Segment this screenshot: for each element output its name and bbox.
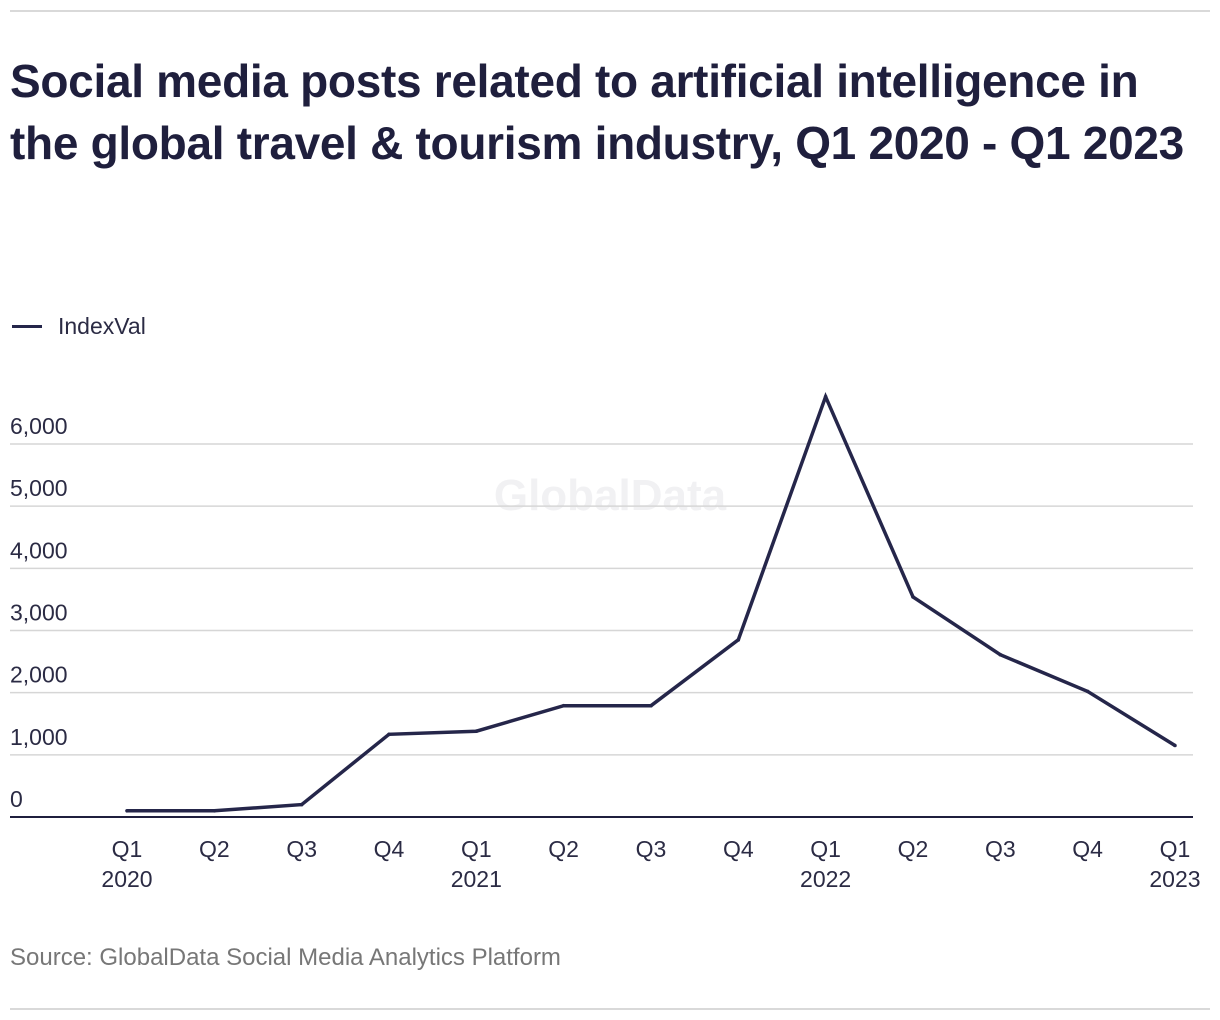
data-point [1085,689,1090,694]
x-tick-label: Q2 [548,836,579,862]
data-point [561,703,566,708]
legend-label: IndexVal [58,312,146,339]
x-tick-year-label: 2021 [451,866,502,892]
data-point [474,729,479,734]
y-tick-label: 4,000 [10,537,68,563]
x-tick-label: Q1 [461,836,492,862]
x-tick-label: Q4 [1072,836,1103,862]
data-point [998,652,1003,657]
data-point [649,703,653,708]
data-point [911,595,915,599]
y-tick-label: 3,000 [10,599,68,625]
data-point [387,732,391,737]
x-tick-label: Q1 [1160,836,1191,862]
chart-legend: IndexVal [12,312,146,340]
bottom-divider [10,1008,1210,1010]
top-divider [10,10,1210,12]
y-tick-label: 6,000 [10,413,68,439]
y-tick-label: 2,000 [10,662,68,688]
data-point [212,808,217,813]
legend-swatch-line [12,324,42,328]
watermark: GlobalData [494,471,727,520]
chart-title: Social media posts related to artificial… [10,55,1184,169]
x-tick-year-label: 2022 [800,866,851,892]
x-tick-label: Q3 [636,836,667,862]
x-tick-label: Q1 [112,836,143,862]
x-tick-year-label: 2020 [101,866,152,892]
x-tick-label: Q4 [723,836,754,862]
x-tick-label: Q2 [898,836,929,862]
source-note: Source: GlobalData Social Media Analytic… [10,944,561,971]
data-point [823,394,828,399]
x-tick-label: Q4 [374,836,405,862]
x-tick-label: Q1 [810,836,841,862]
y-tick-label: 0 [10,786,23,812]
series-line-indexval [127,391,1176,813]
data-point [125,808,129,813]
data-point [299,802,304,807]
y-tick-label: 1,000 [10,724,68,750]
x-tick-label: Q3 [286,836,317,862]
x-tick-label: Q2 [199,836,230,862]
x-tick-year-label: 2023 [1149,866,1200,892]
data-point [736,638,741,642]
line-chart: GlobalData 0 1,000 2,000 3,000 4,000 5,000 6,00… [10,391,1201,892]
data-point [1173,743,1177,748]
x-tick-label: Q3 [985,836,1016,862]
y-tick-label: 5,000 [10,475,68,501]
